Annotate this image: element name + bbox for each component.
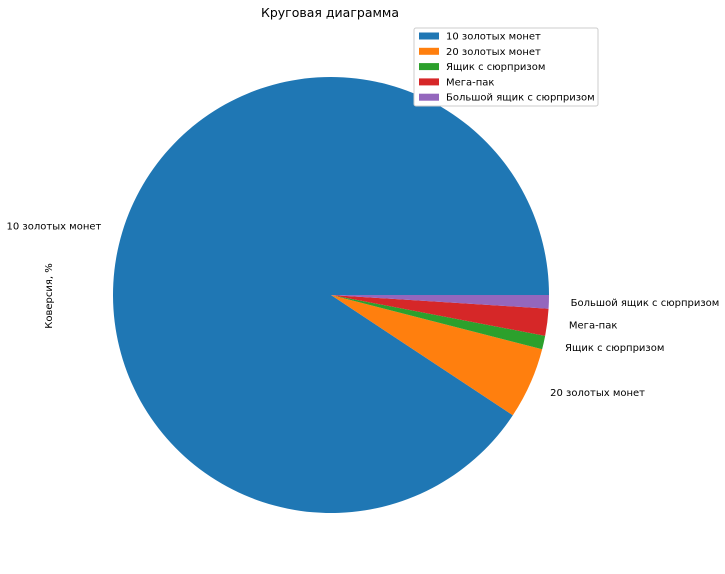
chart-title: Круговая диаграмма xyxy=(261,5,399,20)
legend-entry: Мега-пак xyxy=(446,77,494,88)
slice-label: Большой ящик с сюрпризом xyxy=(571,298,720,309)
legend-entry: 10 золотых монет xyxy=(446,32,541,43)
pie-slice xyxy=(331,295,549,336)
pie-slice xyxy=(331,295,546,350)
y-axis-label: Коверсия, % xyxy=(44,263,55,328)
slice-label: Ящик с сюрпризом xyxy=(565,343,664,354)
pie-slices xyxy=(112,77,550,513)
legend-entry: 20 золотых монет xyxy=(446,47,541,58)
legend-frame xyxy=(413,27,599,107)
legend-swatch xyxy=(419,32,439,40)
slice-label: 10 золотых монет xyxy=(7,221,102,232)
pie-slice xyxy=(331,295,543,416)
slice-label: 20 золотых монет xyxy=(550,388,645,399)
legend-swatch xyxy=(419,78,439,86)
legend-entry: Большой ящик с сюрпризом xyxy=(446,93,595,104)
pie-slice xyxy=(331,295,549,309)
legend-swatch xyxy=(419,93,439,101)
legend-entry: Ящик с сюрпризом xyxy=(446,62,545,73)
legend: 10 золотых монет 20 золотых монет Ящик с с… xyxy=(413,27,599,107)
legend-swatch xyxy=(419,63,439,71)
slice-label: Мега-пак xyxy=(569,321,617,332)
slice-labels: 10 золотых монет 20 золотых монет Ящик с с… xyxy=(7,221,720,398)
legend-swatch xyxy=(419,47,439,55)
